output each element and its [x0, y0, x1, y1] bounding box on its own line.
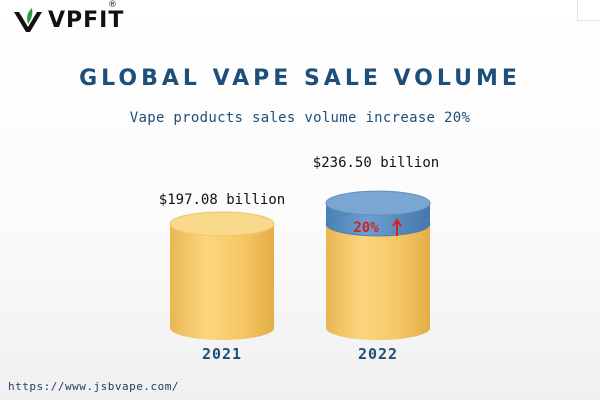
- source-url: https://www.jsbvape.com/: [8, 380, 179, 393]
- brand-logo: VPFIT: [12, 6, 124, 34]
- cylinder-body-2021: [170, 223, 274, 340]
- leaf-icon: [14, 8, 42, 32]
- up-arrow-icon: [392, 218, 402, 236]
- cylinder-body-2022: [326, 223, 430, 340]
- increase-label: 20%: [353, 220, 379, 236]
- cylinder-top-2021: [169, 211, 275, 237]
- corner-box: [577, 0, 600, 21]
- category-label-2022: 2022: [358, 345, 398, 363]
- cylinder-top-2022: [325, 190, 431, 216]
- value-label-2021: $197.08 billion: [159, 192, 285, 208]
- value-label-2022: $236.50 billion: [313, 155, 439, 171]
- registered-mark: ®: [108, 0, 117, 10]
- logo-text: VPFIT: [48, 7, 125, 33]
- page-title: GLOBAL VAPE SALE VOLUME: [79, 66, 521, 91]
- page-subtitle: Vape products sales volume increase 20%: [129, 110, 471, 126]
- category-label-2021: 2021: [202, 345, 242, 363]
